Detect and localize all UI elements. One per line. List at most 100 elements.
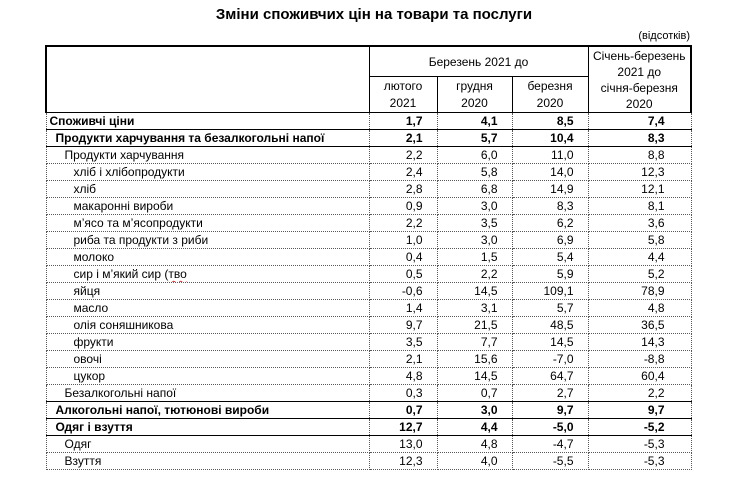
header-col-december: грудня 2020 (436, 76, 513, 113)
row-label: молоко (45, 248, 370, 266)
value-cell: 48,5 (511, 316, 589, 334)
header-line: 2021 до (617, 64, 662, 79)
value-cell: 3,0 (436, 197, 513, 215)
row-label: м’ясо та м’ясопродукти (45, 214, 370, 232)
row-label: цукор (45, 367, 370, 385)
value-cell: 21,5 (436, 316, 513, 334)
value-cell: 11,0 (511, 146, 589, 164)
row-label: фрукти (45, 333, 370, 351)
table-row: Продукти харчування та безалкогольні нап… (45, 129, 692, 147)
value-cell: -5,2 (587, 418, 692, 436)
table-row: макаронні вироби 0,9 3,0 8,3 8,1 (45, 197, 692, 215)
value-cell: 6,8 (436, 180, 513, 198)
value-cell: 5,7 (511, 299, 589, 317)
header-line: Січень-березень (592, 48, 686, 63)
table-header: Березень 2021 до Січень-березень 2021 до… (45, 45, 692, 113)
value-cell: 3,0 (436, 231, 513, 249)
row-label-text: Одяг (64, 437, 92, 451)
value-cell: 7,4 (587, 112, 692, 130)
value-cell: 9,7 (511, 401, 589, 419)
table-row: Одяг і взуття 12,7 4,4 -5,0 -5,2 (45, 418, 692, 436)
row-label: хліб (45, 180, 370, 198)
row-label: Одяг і взуття (45, 418, 370, 436)
value-cell: 5,9 (511, 265, 589, 283)
header-line: 2020 (536, 95, 564, 110)
table-row: Споживчі ціни 1,7 4,1 8,5 7,4 (45, 112, 692, 130)
value-cell: 5,2 (587, 265, 692, 283)
row-label: масло (45, 299, 370, 317)
value-cell: -5,3 (587, 435, 692, 453)
row-label: Продукти харчування (45, 146, 370, 164)
table-row: фрукти 3,5 7,7 14,5 14,3 (45, 333, 692, 351)
table-row: цукор 4,8 14,5 64,7 60,4 (45, 367, 692, 385)
table-row: риба та продукти з риби 1,0 3,0 6,9 5,8 (45, 231, 692, 249)
value-cell: -5,3 (587, 452, 692, 470)
value-cell: 4,0 (436, 452, 513, 470)
table-row: хліб і хлібопродукти 2,4 5,8 14,0 12,3 (45, 163, 692, 181)
row-label: Споживчі ціни (45, 112, 370, 130)
value-cell: 78,9 (587, 282, 692, 300)
consumer-price-table: Березень 2021 до Січень-березень 2021 до… (45, 45, 692, 470)
value-cell: 13,0 (368, 435, 438, 453)
row-label-text: цукор (73, 369, 106, 383)
table-row: сир і м’який сир (тво 0,5 2,2 5,9 5,2 (45, 265, 692, 283)
value-cell: 8,5 (511, 112, 589, 130)
value-cell: 5,4 (511, 248, 589, 266)
value-cell: 3,5 (368, 333, 438, 351)
value-cell: 0,3 (368, 384, 438, 402)
value-cell: 6,2 (511, 214, 589, 232)
value-cell: 8,8 (587, 146, 692, 164)
value-cell: 1,0 (368, 231, 438, 249)
value-cell: 5,8 (436, 163, 513, 181)
row-label-text: Одяг і взуття (55, 420, 133, 434)
value-cell: 1,7 (368, 112, 438, 130)
row-label-text: Споживчі ціни (49, 114, 135, 128)
header-empty-cell (45, 45, 370, 113)
value-cell: 0,4 (368, 248, 438, 266)
value-cell: 0,5 (368, 265, 438, 283)
header-col-jan-march: Січень-березень 2021 до січня-березня 20… (587, 45, 692, 113)
value-cell: -0,6 (368, 282, 438, 300)
row-label-text: хліб і хлібопродукти (73, 165, 185, 179)
row-label-text: риба та продукти з риби (73, 233, 209, 247)
row-label-text: Алкогольні напої, тютюнові вироби (55, 403, 270, 417)
row-label-text: олія соняшникова (73, 318, 174, 332)
page-title: Зміни споживчих цін на товари та послуги (215, 6, 533, 23)
value-cell: 3,0 (436, 401, 513, 419)
row-label: овочі (45, 350, 370, 368)
value-cell: -8,8 (587, 350, 692, 368)
value-cell: 2,7 (511, 384, 589, 402)
value-cell: 1,4 (368, 299, 438, 317)
value-cell: 9,7 (368, 316, 438, 334)
row-label: сир і м’який сир (тво (45, 265, 370, 283)
value-cell: 14,5 (511, 333, 589, 351)
value-cell: 3,6 (587, 214, 692, 232)
row-label: макаронні вироби (45, 197, 370, 215)
row-label-text: макаронні вироби (73, 199, 174, 213)
row-label-text: Продукти харчування (64, 148, 185, 162)
value-cell: 36,5 (587, 316, 692, 334)
row-label-text: Безалкогольні напої (64, 386, 177, 400)
row-label: риба та продукти з риби (45, 231, 370, 249)
table-row: олія соняшникова 9,7 21,5 48,5 36,5 (45, 316, 692, 334)
table-row: Одяг 13,0 4,8 -4,7 -5,3 (45, 435, 692, 453)
header-col-march-2020: березня 2020 (511, 76, 589, 113)
value-cell: 3,1 (436, 299, 513, 317)
value-cell: 2,2 (368, 146, 438, 164)
value-cell: -5,5 (511, 452, 589, 470)
value-cell: -7,0 (511, 350, 589, 368)
row-label: Одяг (45, 435, 370, 453)
value-cell: 12,3 (368, 452, 438, 470)
row-label: олія соняшникова (45, 316, 370, 334)
value-cell: 5,8 (587, 231, 692, 249)
value-cell: 8,1 (587, 197, 692, 215)
value-cell: 6,0 (436, 146, 513, 164)
table-row: м’ясо та м’ясопродукти 2,2 3,5 6,2 3,6 (45, 214, 692, 232)
value-cell: 2,2 (368, 214, 438, 232)
row-label-text: Взуття (64, 454, 102, 468)
value-cell: 2,2 (587, 384, 692, 402)
row-label: Безалкогольні напої (45, 384, 370, 402)
table-row: хліб 2,8 6,8 14,9 12,1 (45, 180, 692, 198)
row-label: хліб і хлібопродукти (45, 163, 370, 181)
row-label-text: овочі (73, 352, 102, 366)
